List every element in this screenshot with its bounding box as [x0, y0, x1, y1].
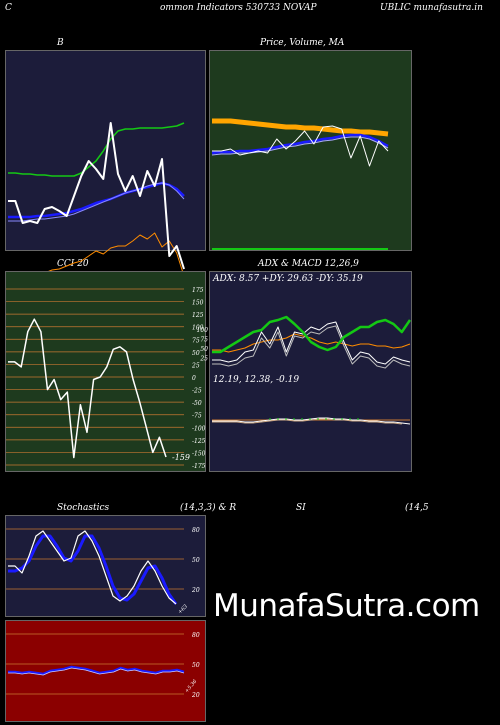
ma-light — [211, 136, 389, 156]
price-ma-chart — [211, 118, 389, 250]
rsi-title: SI — [296, 503, 306, 513]
adx-tick-label: 25 — [199, 356, 208, 363]
cci-line — [8, 318, 167, 459]
rsi-tick-label: 50 — [192, 662, 200, 669]
rsi-line-thin — [8, 667, 185, 676]
stoch-title: Stochastics — [57, 503, 110, 513]
stoch-tick-label: 50 — [192, 557, 200, 564]
stoch-tick-label: 80 — [192, 527, 200, 534]
adx-values: ADX: 8.57 +DY: 29.63 -DY: 35.19 — [213, 274, 363, 284]
plus-dy-line — [212, 315, 412, 354]
cci-panel: 175 150 125 100 75 50 25 0 -25 -50 -75 -100 -125 -150… — [5, 271, 206, 472]
stoch-tick-label: 20 — [191, 587, 200, 594]
rsi-tick-label: 20 — [191, 692, 200, 699]
macd-line — [212, 417, 411, 425]
price-ma-title: Price, Volume, MA — [260, 38, 345, 48]
cci-tick-label: -50 — [192, 400, 202, 407]
adx-panel: 100 75 50 25 — [197, 271, 412, 472]
rsi-panel: 80 50 20 +5.36 — [5, 620, 206, 722]
cci-tick-label: -100 — [192, 425, 206, 432]
ma-blue — [211, 133, 389, 155]
stoch-d-line — [8, 534, 178, 605]
ma-orange-band — [212, 118, 389, 137]
adx-line — [212, 321, 411, 365]
macd-signal-line — [212, 418, 402, 425]
bollinger-title: B — [57, 38, 64, 48]
adx-title: ADX & MACD 12,26,9 — [258, 259, 359, 269]
price-line — [8, 122, 185, 270]
adx-tick-label: 100 — [197, 327, 209, 334]
adx-macd-chart: 100 75 50 25 — [197, 315, 412, 425]
header-left: C — [5, 3, 12, 13]
cci-tick-label: 150 — [192, 300, 204, 307]
price-line — [212, 125, 389, 167]
upper-band-green — [8, 122, 185, 177]
cci-chart: 1751501251007550250-25-50-75-100-125-150… — [6, 287, 206, 470]
cci-tick-label: 75 — [192, 337, 200, 344]
stoch-params: (14,3,3) & R — [180, 503, 237, 513]
cci-last-label: -159 — [172, 453, 190, 462]
stoch-panel: 80 50 20 +63 — [5, 515, 206, 617]
cci-tick-label: 0 — [192, 375, 196, 382]
adx-line-2 — [212, 325, 411, 369]
price-ma-panel — [209, 50, 412, 251]
bollinger-chart — [7, 122, 185, 280]
stochastics-chart: 80 50 20 +63 — [6, 527, 200, 616]
cci-tick-label: -125 — [192, 438, 206, 445]
adx-tick-label: 50 — [200, 346, 208, 353]
header-right: UBLIC munafasutra.in — [380, 3, 483, 13]
header-title: ommon Indicators 530733 NOVAP — [160, 3, 317, 13]
cci-tick-label: -25 — [192, 388, 202, 395]
watermark: MunafaSutra.com — [213, 588, 480, 624]
stoch-last-label: +63 — [177, 604, 189, 616]
minus-dy-line — [212, 333, 411, 353]
adx-tick-label: 75 — [200, 337, 208, 344]
cci-tick-label: 25 — [191, 362, 200, 369]
rsi-tick-label: 80 — [192, 632, 200, 639]
macd-values: 12.19, 12.38, -0.19 — [213, 375, 300, 385]
cci-tick-label: 100 — [192, 325, 204, 332]
middle-band-blue — [8, 181, 185, 219]
cci-tick-label: -75 — [192, 413, 202, 420]
rsi-line — [8, 665, 185, 676]
bollinger-panel — [5, 50, 206, 280]
cci-tick-label: -150 — [192, 450, 206, 457]
cci-tick-label: 50 — [192, 350, 200, 357]
cci-tick-label: 175 — [192, 287, 204, 294]
cci-tick-label: -175 — [192, 463, 206, 470]
cci-tick-label: 125 — [192, 312, 204, 319]
stoch-k-line — [8, 530, 177, 605]
rsi-params: (14,5 — [405, 503, 429, 513]
